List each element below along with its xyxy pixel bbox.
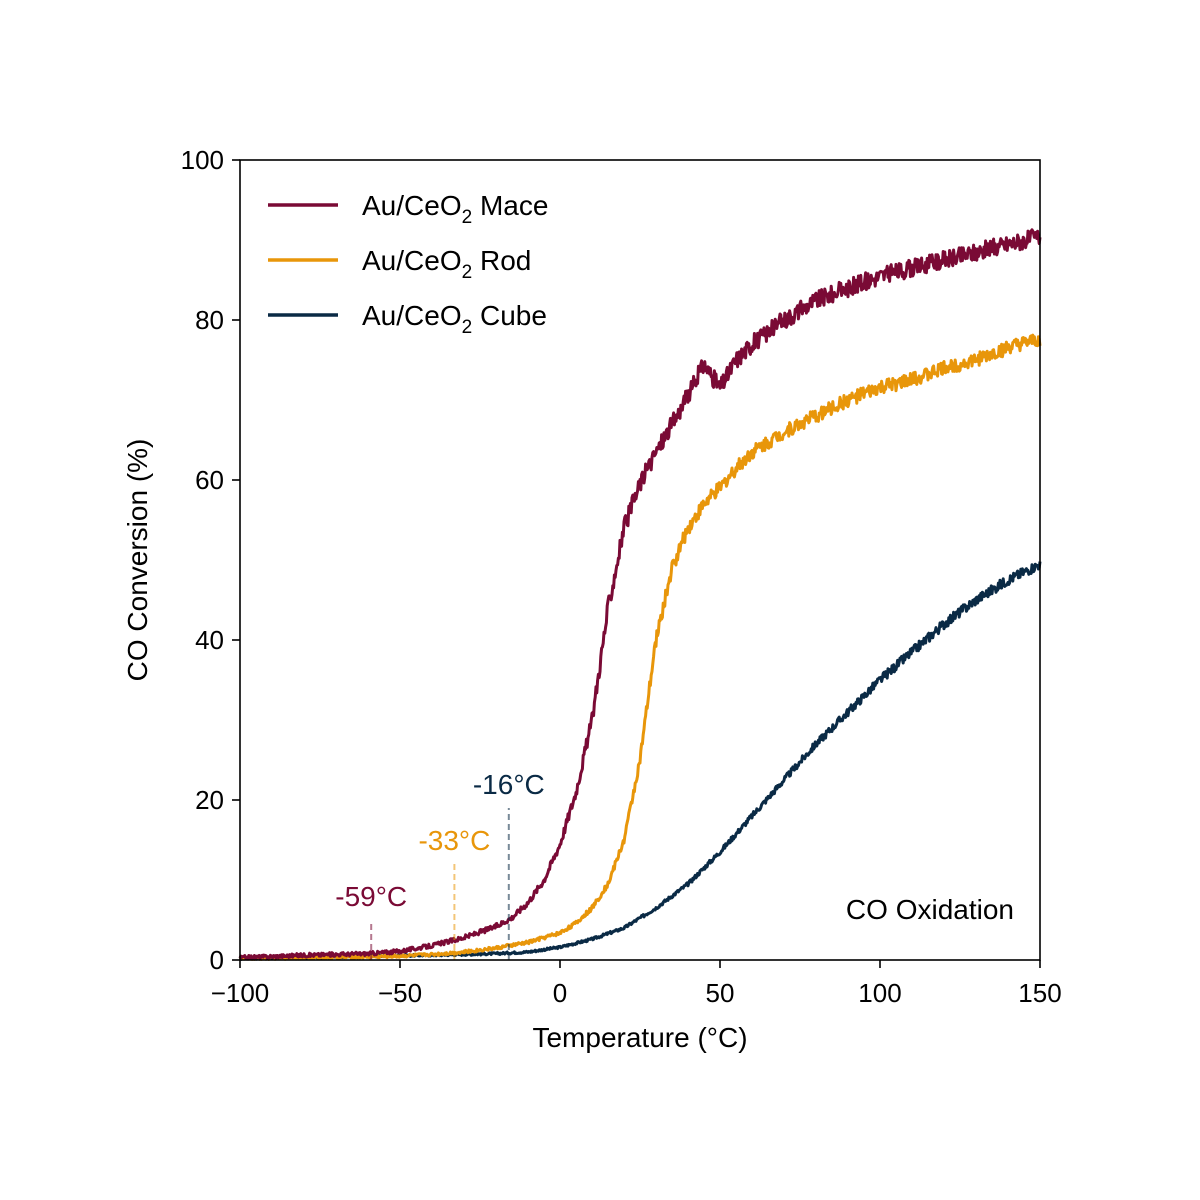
- x-tick-label: −50: [378, 978, 422, 1008]
- plot-frame: [239, 159, 1041, 961]
- y-tick-label: 0: [210, 945, 224, 975]
- x-axis-label: Temperature (°C): [532, 1022, 747, 1053]
- y-axis: 0 20 40 60 80 100: [181, 145, 240, 975]
- x-tick-label: 0: [553, 978, 567, 1008]
- onset-label-rod: -33°C: [418, 825, 490, 856]
- x-tick-label: −100: [211, 978, 270, 1008]
- onset-label-cube: -16°C: [473, 769, 545, 800]
- y-tick-label: 100: [181, 145, 224, 175]
- y-tick-label: 40: [195, 625, 224, 655]
- y-tick-label: 80: [195, 305, 224, 335]
- plot-lines: [238, 228, 1042, 961]
- y-tick-label: 60: [195, 465, 224, 495]
- onset-label-mace: -59°C: [335, 881, 407, 912]
- series-line-rod: [238, 333, 1042, 961]
- x-tick-label: 150: [1018, 978, 1061, 1008]
- legend: Au/CeO2 Mace Au/CeO2 Rod Au/CeO2 Cube: [268, 190, 548, 338]
- reaction-annotation: CO Oxidation: [846, 894, 1014, 925]
- x-tick-label: 50: [706, 978, 735, 1008]
- legend-label-rod: Au/CeO2 Rod: [362, 245, 531, 283]
- x-tick-label: 100: [858, 978, 901, 1008]
- legend-label-cube: Au/CeO2 Cube: [362, 300, 547, 338]
- legend-label-mace: Au/CeO2 Mace: [362, 190, 548, 228]
- x-axis: −100 −50 0 50 100 150: [211, 960, 1062, 1008]
- marker-layer: -59°C -33°C -16°C: [335, 769, 545, 960]
- y-tick-label: 20: [195, 785, 224, 815]
- series-line-mace: [238, 228, 1042, 961]
- y-axis-label: CO Conversion (%): [122, 439, 153, 682]
